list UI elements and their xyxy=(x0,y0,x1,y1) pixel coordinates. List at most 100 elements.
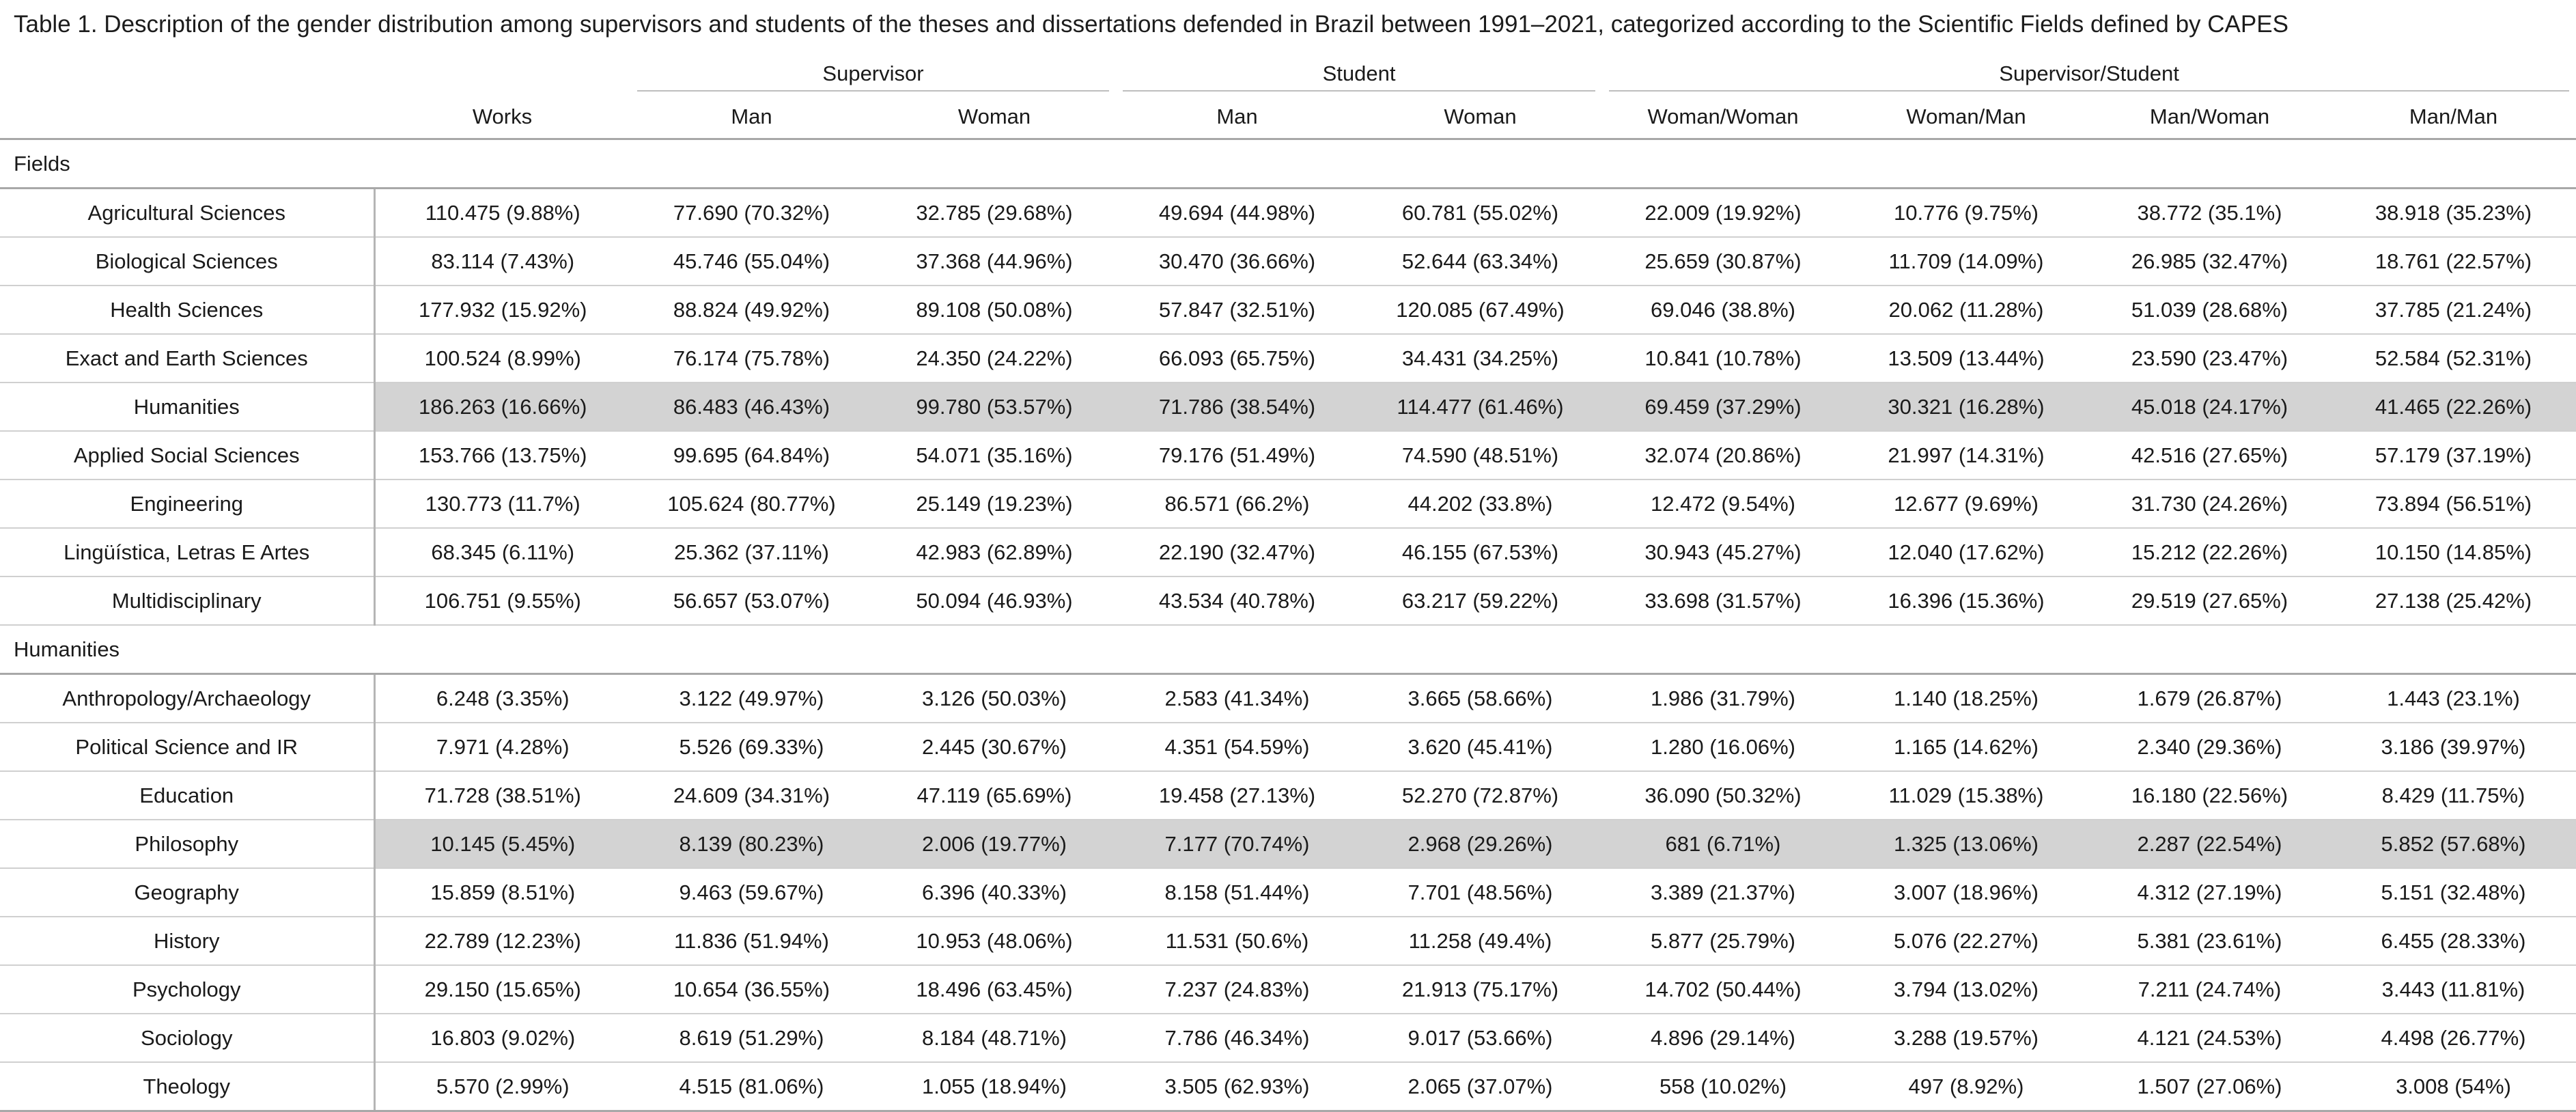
row-label: Anthropology/Archaeology xyxy=(0,673,376,723)
table-cell: 24.350 (24.22%) xyxy=(873,334,1116,383)
row-label: Sociology xyxy=(0,1014,376,1063)
table-cell: 69.459 (37.29%) xyxy=(1602,383,1844,432)
table-cell: 177.932 (15.92%) xyxy=(374,286,630,335)
table-cell: 1.325 (13.06%) xyxy=(1844,820,2088,869)
row-label: Education xyxy=(0,771,376,820)
table-cell: 79.176 (51.49%) xyxy=(1116,431,1358,480)
header-empty-cell xyxy=(0,52,374,96)
table-cell: 69.046 (38.8%) xyxy=(1602,286,1844,335)
table-cell: 30.470 (36.66%) xyxy=(1116,237,1358,286)
table-cell: 4.351 (54.59%) xyxy=(1116,723,1358,772)
table-cell: 1.986 (31.79%) xyxy=(1602,673,1844,723)
table-cell: 2.287 (22.54%) xyxy=(2088,820,2331,869)
table-cell: 15.212 (22.26%) xyxy=(2088,528,2331,577)
table-cell: 5.076 (22.27%) xyxy=(1844,917,2088,966)
header-group-label: Supervisor xyxy=(637,61,1109,92)
table-cell: 66.093 (65.75%) xyxy=(1116,334,1358,383)
header-empty-cell xyxy=(374,52,630,96)
table-cell: 25.362 (37.11%) xyxy=(630,528,873,577)
table-cell: 10.145 (5.45%) xyxy=(374,820,630,869)
table-body: Fields Agricultural Sciences 110.475 (9.88… xyxy=(0,139,2576,1112)
header-group-student: Student xyxy=(1116,52,1602,96)
table-cell: 10.841 (10.78%) xyxy=(1602,334,1844,383)
table-row: Political Science and IR 7.971 (4.28%) 5.5… xyxy=(0,723,2576,772)
table-cell: 42.983 (62.89%) xyxy=(873,528,1116,577)
table-row: Psychology 29.150 (15.65%) 10.654 (36.55%)… xyxy=(0,965,2576,1014)
table-cell: 5.852 (57.68%) xyxy=(2331,820,2576,869)
row-label: Exact and Earth Sciences xyxy=(0,334,376,383)
row-label: Lingüística, Letras E Artes xyxy=(0,528,376,577)
table-row: Agricultural Sciences 110.475 (9.88%) 77.6… xyxy=(0,188,2576,238)
table-cell: 3.122 (49.97%) xyxy=(630,673,873,723)
table-cell: 71.728 (38.51%) xyxy=(374,771,630,820)
table-cell: 6.248 (3.35%) xyxy=(374,673,630,723)
table-cell: 37.368 (44.96%) xyxy=(873,237,1116,286)
table-caption: Table 1. Description of the gender distr… xyxy=(14,11,2288,38)
table-cell: 106.751 (9.55%) xyxy=(374,576,630,626)
header-column-row: Works Man Woman Man Woman Woman/Woman Wo… xyxy=(0,96,2576,140)
table-cell: 49.694 (44.98%) xyxy=(1116,188,1358,238)
table-cell: 77.690 (70.32%) xyxy=(630,188,873,238)
table-cell: 26.985 (32.47%) xyxy=(2088,237,2331,286)
table-cell: 30.321 (16.28%) xyxy=(1844,383,2088,432)
table-cell: 10.953 (48.06%) xyxy=(873,917,1116,966)
table-cell: 18.496 (63.45%) xyxy=(873,965,1116,1014)
header-group-supervisor: Supervisor xyxy=(630,52,1116,96)
table-cell: 8.139 (80.23%) xyxy=(630,820,873,869)
table-row: Anthropology/Archaeology 6.248 (3.35%) 3.1… xyxy=(0,673,2576,723)
table-cell: 7.701 (48.56%) xyxy=(1358,868,1602,917)
table-cell: 22.789 (12.23%) xyxy=(374,917,630,966)
table-cell: 11.709 (14.09%) xyxy=(1844,237,2088,286)
table-cell: 3.186 (39.97%) xyxy=(2331,723,2576,772)
table-cell: 11.029 (15.38%) xyxy=(1844,771,2088,820)
table-row: Education 71.728 (38.51%) 24.609 (34.31%) 4… xyxy=(0,771,2576,820)
table-cell: 47.119 (65.69%) xyxy=(873,771,1116,820)
table-cell: 37.785 (21.24%) xyxy=(2331,286,2576,335)
table-cell: 34.431 (34.25%) xyxy=(1358,334,1602,383)
table-cell: 7.211 (24.74%) xyxy=(2088,965,2331,1014)
table-cell: 88.824 (49.92%) xyxy=(630,286,873,335)
table-cell: 99.695 (64.84%) xyxy=(630,431,873,480)
table-cell: 44.202 (33.8%) xyxy=(1358,479,1602,529)
table-cell: 5.151 (32.48%) xyxy=(2331,868,2576,917)
table-row: Geography 15.859 (8.51%) 9.463 (59.67%) 6.3… xyxy=(0,868,2576,917)
table-cell: 12.677 (9.69%) xyxy=(1844,479,2088,529)
table-cell: 5.877 (25.79%) xyxy=(1602,917,1844,966)
table-cell: 45.746 (55.04%) xyxy=(630,237,873,286)
table-cell: 9.463 (59.67%) xyxy=(630,868,873,917)
table-cell: 100.524 (8.99%) xyxy=(374,334,630,383)
table-cell: 12.040 (17.62%) xyxy=(1844,528,2088,577)
table-cell: 9.017 (53.66%) xyxy=(1358,1014,1602,1063)
section-title: Humanities xyxy=(0,625,2576,675)
table-cell: 68.345 (6.11%) xyxy=(374,528,630,577)
table-cell: 4.312 (27.19%) xyxy=(2088,868,2331,917)
table-cell: 10.776 (9.75%) xyxy=(1844,188,2088,238)
table-row: Applied Social Sciences 153.766 (13.75%) 9… xyxy=(0,431,2576,480)
table-cell: 10.654 (36.55%) xyxy=(630,965,873,1014)
column-header-woman-woman: Woman/Woman xyxy=(1602,96,1844,140)
table-cell: 16.396 (15.36%) xyxy=(1844,576,2088,626)
table-cell: 5.381 (23.61%) xyxy=(2088,917,2331,966)
table-cell: 11.258 (49.4%) xyxy=(1358,917,1602,966)
table-cell: 3.443 (11.81%) xyxy=(2331,965,2576,1014)
table-cell: 1.165 (14.62%) xyxy=(1844,723,2088,772)
table-cell: 2.968 (29.26%) xyxy=(1358,820,1602,869)
table-cell: 74.590 (48.51%) xyxy=(1358,431,1602,480)
table-cell: 15.859 (8.51%) xyxy=(374,868,630,917)
table-cell: 2.006 (19.77%) xyxy=(873,820,1116,869)
row-label: Psychology xyxy=(0,965,376,1014)
table-cell: 16.803 (9.02%) xyxy=(374,1014,630,1063)
table-cell: 3.007 (18.96%) xyxy=(1844,868,2088,917)
section-header-row: Fields xyxy=(0,139,2576,189)
row-label: Health Sciences xyxy=(0,286,376,335)
table-cell: 13.509 (13.44%) xyxy=(1844,334,2088,383)
table-cell: 57.179 (37.19%) xyxy=(2331,431,2576,480)
table-cell: 1.140 (18.25%) xyxy=(1844,673,2088,723)
table-cell: 71.786 (38.54%) xyxy=(1116,383,1358,432)
table-row: Lingüística, Letras E Artes 68.345 (6.11%… xyxy=(0,528,2576,577)
table-cell: 8.619 (51.29%) xyxy=(630,1014,873,1063)
table-cell: 21.913 (75.17%) xyxy=(1358,965,1602,1014)
table-cell: 3.665 (58.66%) xyxy=(1358,673,1602,723)
table-cell: 130.773 (11.7%) xyxy=(374,479,630,529)
table-cell: 186.263 (16.66%) xyxy=(374,383,630,432)
